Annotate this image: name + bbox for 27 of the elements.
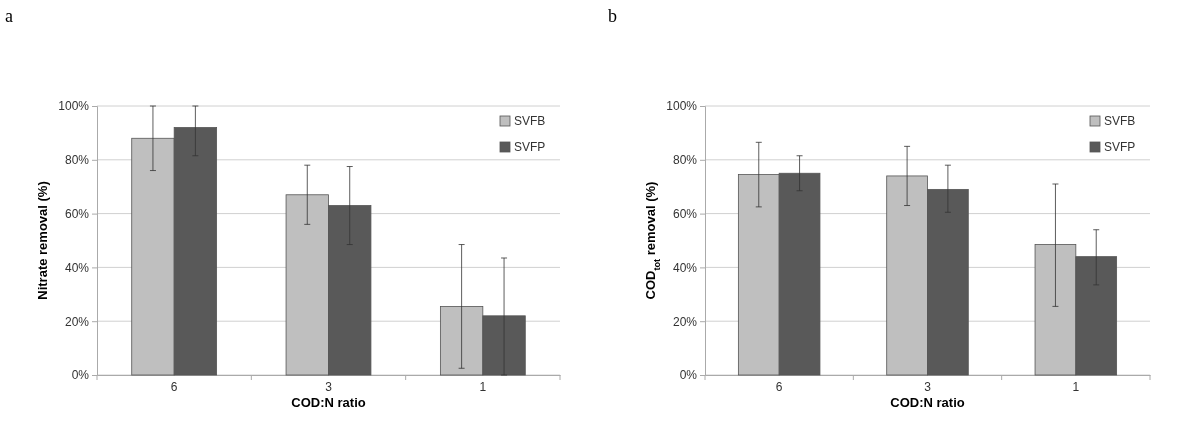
- y-tick-label: 80%: [672, 153, 698, 168]
- legend-label: SVFP: [514, 140, 546, 154]
- x-tick-label: 3: [325, 380, 333, 395]
- x-axis-title: COD:N ratio: [291, 395, 366, 410]
- y-tick-label: 0%: [71, 368, 90, 383]
- x-tick-label: 6: [170, 380, 178, 395]
- x-tick-label: 6: [775, 380, 783, 395]
- x-tick-label: 1: [1072, 380, 1080, 395]
- legend-label: SVFB: [1104, 114, 1136, 128]
- legend-label: SVFB: [514, 114, 546, 128]
- y-tick-label: 80%: [64, 153, 90, 168]
- y-tick-label: 60%: [64, 206, 90, 221]
- y-axis-title: Nitrate removal (%): [35, 181, 50, 300]
- text: b: [608, 6, 617, 26]
- y-tick-label: 20%: [672, 314, 698, 329]
- y-tick-label: 40%: [672, 260, 698, 275]
- legend-label: SVFP: [1104, 140, 1136, 154]
- text: a: [5, 6, 13, 26]
- x-tick-label: 3: [924, 380, 932, 395]
- y-tick-label: 100%: [58, 99, 90, 114]
- y-tick-label: 20%: [64, 314, 90, 329]
- y-tick-label: 100%: [666, 99, 698, 114]
- x-tick-label: 1: [479, 380, 487, 395]
- y-tick-label: 60%: [672, 206, 698, 221]
- x-axis-title: COD:N ratio: [890, 395, 965, 410]
- y-tick-label: 40%: [64, 260, 90, 275]
- y-tick-label: 0%: [679, 368, 698, 383]
